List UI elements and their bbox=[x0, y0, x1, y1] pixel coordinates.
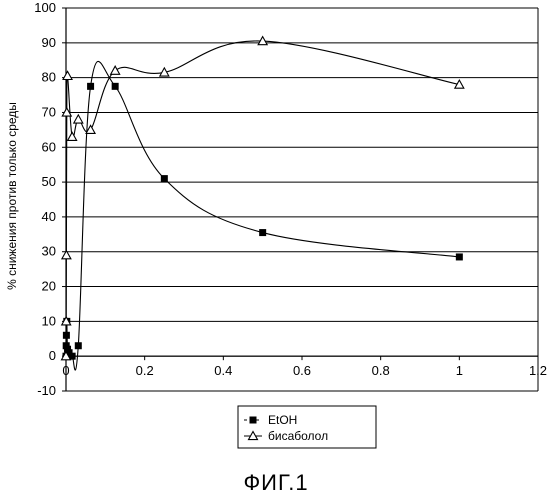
x-tick-label: 0.6 bbox=[293, 363, 311, 378]
x-tick-label: 0.8 bbox=[372, 363, 390, 378]
y-tick-label: -10 bbox=[37, 383, 56, 398]
x-tick-labels: 0 0.2 0.4 0.6 0.8 1 1.2 bbox=[62, 363, 547, 378]
series-line bbox=[66, 41, 459, 356]
y-tick-labels: -10 0 10 20 30 40 50 60 70 80 90 100 bbox=[34, 0, 56, 398]
y-tick-label: 70 bbox=[42, 104, 56, 119]
x-tick-label: 0.4 bbox=[214, 363, 232, 378]
y-tick-label: 90 bbox=[42, 35, 56, 50]
data-point-square bbox=[75, 342, 82, 349]
x-tick-label: 1 bbox=[456, 363, 463, 378]
y-tick-label: 0 bbox=[49, 348, 56, 363]
data-point-square bbox=[112, 83, 119, 90]
series-bisabolol bbox=[62, 37, 464, 360]
y-tick-label: 60 bbox=[42, 139, 56, 154]
y-tick-label: 40 bbox=[42, 209, 56, 224]
data-point-square bbox=[87, 83, 94, 90]
gridlines bbox=[66, 8, 538, 356]
series bbox=[62, 37, 464, 370]
data-point-square bbox=[259, 229, 266, 236]
y-tick-label: 100 bbox=[34, 0, 56, 15]
y-axis-title: % снижения против только среды bbox=[5, 102, 19, 290]
x-tick-label: 1.2 bbox=[529, 363, 547, 378]
data-point-triangle bbox=[74, 115, 83, 123]
y-tick-label: 50 bbox=[42, 174, 56, 189]
y-tick-label: 20 bbox=[42, 279, 56, 294]
legend-label: EtOH bbox=[268, 413, 297, 427]
data-point-triangle bbox=[111, 66, 120, 74]
y-tick-label: 30 bbox=[42, 244, 56, 259]
y-tick-label: 10 bbox=[42, 313, 56, 328]
legend-marker bbox=[250, 417, 257, 424]
data-point-triangle bbox=[68, 132, 77, 140]
x-tick-label: 0.2 bbox=[136, 363, 154, 378]
data-point-square bbox=[456, 253, 463, 260]
data-point-square bbox=[161, 175, 168, 182]
legend: EtOH бисаболол bbox=[238, 406, 376, 448]
data-point-triangle bbox=[63, 71, 72, 79]
y-tick-label: 80 bbox=[42, 70, 56, 85]
x-tick-label: 0 bbox=[62, 363, 69, 378]
series-line bbox=[66, 61, 459, 370]
figure-caption: ФИГ.1 bbox=[243, 470, 308, 495]
legend-label: бисаболол bbox=[268, 429, 328, 443]
series-etoh bbox=[63, 61, 463, 370]
axes bbox=[62, 8, 538, 391]
